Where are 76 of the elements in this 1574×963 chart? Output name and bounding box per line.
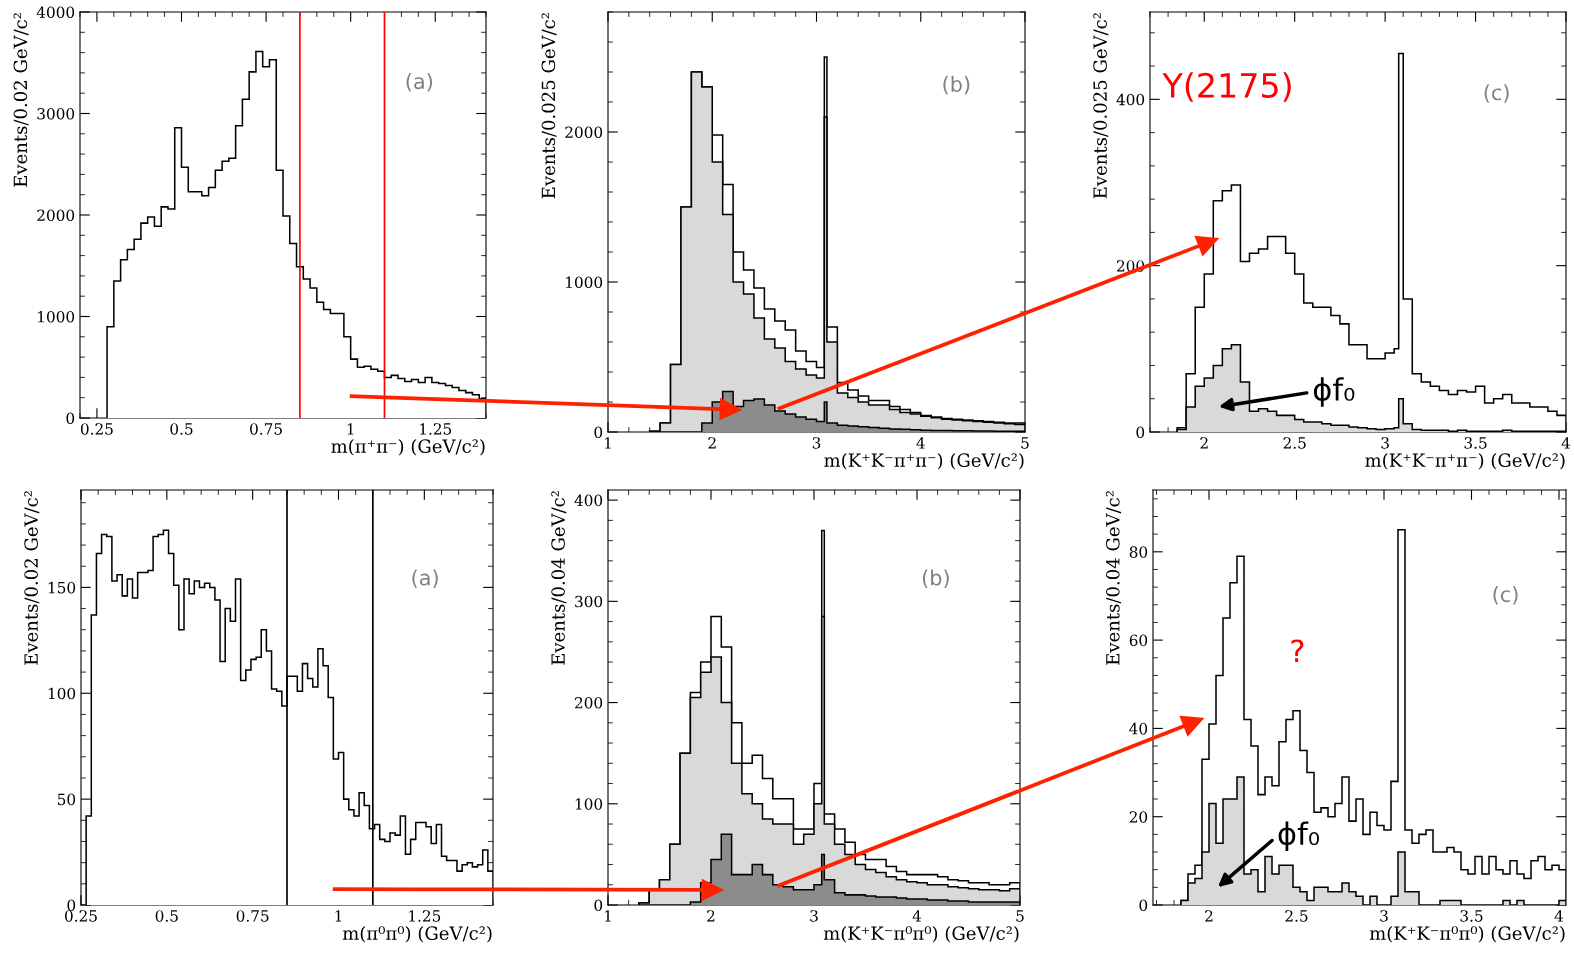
annotation: (a) bbox=[412, 569, 438, 589]
y-tick-label: 300 bbox=[575, 595, 603, 608]
y-axis-title: Events/0.04 GeV/c² bbox=[551, 491, 567, 665]
x-tick-label: 1 bbox=[605, 910, 611, 922]
y-tick-label: 0 bbox=[1136, 426, 1145, 439]
y-tick-label: 2000 bbox=[565, 126, 603, 139]
x-tick-label: 0.75 bbox=[250, 423, 282, 435]
x-tick-label: 3 bbox=[810, 910, 818, 922]
y-axis-title: Events/0.04 GeV/c² bbox=[1105, 491, 1122, 665]
x-axis-title: m(π⁺π⁻) (GeV/c²) bbox=[331, 439, 485, 456]
y-tick-label: 0 bbox=[67, 899, 76, 912]
annotation: (c) bbox=[1493, 586, 1518, 605]
x-tick-label: 0.5 bbox=[155, 910, 178, 922]
y-axis-title: Events/0.02 GeV/c² bbox=[24, 491, 40, 665]
y-tick-label: 150 bbox=[48, 581, 76, 594]
y-tick-label: 0 bbox=[594, 426, 603, 439]
x-tick-label: 2 bbox=[708, 437, 716, 449]
y-tick-label: 0 bbox=[66, 412, 75, 425]
y-tick-label: 20 bbox=[1129, 811, 1148, 823]
x-tick-label: 1 bbox=[335, 910, 342, 922]
y-tick-label: 2000 bbox=[37, 209, 75, 222]
y-tick-label: 200 bbox=[575, 697, 603, 709]
x-tick-label: 2.5 bbox=[1285, 910, 1308, 922]
x-tick-label: 4 bbox=[1554, 910, 1564, 922]
annotation: (c) bbox=[1484, 84, 1509, 103]
y-tick-label: 0 bbox=[594, 899, 603, 912]
x-tick-label: 3 bbox=[1380, 910, 1388, 922]
x-tick-label: 1 bbox=[605, 437, 611, 449]
x-tick-label: 3.5 bbox=[1464, 437, 1487, 449]
y-tick-label: 400 bbox=[574, 494, 603, 507]
y-tick-label: 3000 bbox=[37, 107, 75, 120]
x-tick-label: 3 bbox=[1381, 437, 1389, 449]
x-tick-label: 0.25 bbox=[80, 423, 113, 435]
annotation: ϕf₀ bbox=[1313, 377, 1355, 407]
x-tick-label: 1 bbox=[347, 423, 354, 435]
x-axis-title: m(π⁰π⁰) (GeV/c²) bbox=[342, 926, 492, 943]
x-tick-label: 1.25 bbox=[409, 910, 441, 922]
annotation: ? bbox=[1291, 639, 1304, 663]
x-tick-label: 1.25 bbox=[420, 423, 452, 435]
x-axis-title: m(K⁺K⁻π⁺π⁻) (GeV/c²) bbox=[1365, 453, 1565, 470]
y-tick-label: 0 bbox=[1139, 899, 1148, 912]
x-tick-label: 4 bbox=[912, 910, 922, 922]
y-tick-label: 1000 bbox=[566, 276, 603, 289]
x-tick-label: 3 bbox=[812, 437, 821, 449]
y-tick-label: 80 bbox=[1129, 546, 1148, 558]
y-axis-title: Events/0.02 GeV/c² bbox=[13, 13, 29, 187]
y-tick-label: 1000 bbox=[38, 310, 75, 323]
annotation: (b) bbox=[922, 569, 949, 589]
y-axis-title: Events/0.025 GeV/c² bbox=[1093, 13, 1109, 199]
x-tick-label: 3.5 bbox=[1460, 910, 1483, 922]
x-tick-label: 5 bbox=[1021, 437, 1029, 449]
y-tick-label: 50 bbox=[58, 793, 76, 806]
y-tick-label: 60 bbox=[1129, 634, 1148, 647]
x-tick-label: 4 bbox=[1561, 437, 1571, 449]
x-tick-label: 2 bbox=[707, 910, 715, 922]
y-axis-title: Events/0.025 GeV/c² bbox=[541, 13, 557, 199]
x-tick-label: 0.25 bbox=[65, 910, 97, 922]
y-tick-label: 4000 bbox=[36, 6, 75, 19]
x-tick-label: 4 bbox=[916, 437, 925, 449]
annotation: (a) bbox=[406, 73, 433, 92]
x-tick-label: 0.75 bbox=[236, 910, 269, 922]
x-axis-title: m(K⁺K⁻π⁰π⁰) (GeV/c²) bbox=[1369, 926, 1565, 943]
x-axis-title: m(K⁺K⁻π⁺π⁻) (GeV/c²) bbox=[824, 453, 1024, 470]
x-tick-label: 2 bbox=[1200, 437, 1208, 449]
annotation: ϕf₀ bbox=[1278, 821, 1319, 852]
x-tick-label: 5 bbox=[1016, 910, 1024, 922]
x-tick-label: 2 bbox=[1205, 910, 1213, 922]
y-tick-label: 100 bbox=[48, 687, 76, 700]
annotation: (b) bbox=[943, 75, 970, 95]
y-tick-label: 100 bbox=[575, 798, 603, 810]
x-tick-label: 2.5 bbox=[1283, 437, 1306, 449]
annotation: Y(2175) bbox=[1162, 72, 1291, 102]
x-tick-label: 0.5 bbox=[170, 423, 193, 435]
y-tick-label: 400 bbox=[1116, 93, 1145, 106]
x-axis-title: m(K⁺K⁻π⁰π⁰) (GeV/c²) bbox=[823, 926, 1019, 943]
y-tick-label: 40 bbox=[1129, 722, 1148, 735]
